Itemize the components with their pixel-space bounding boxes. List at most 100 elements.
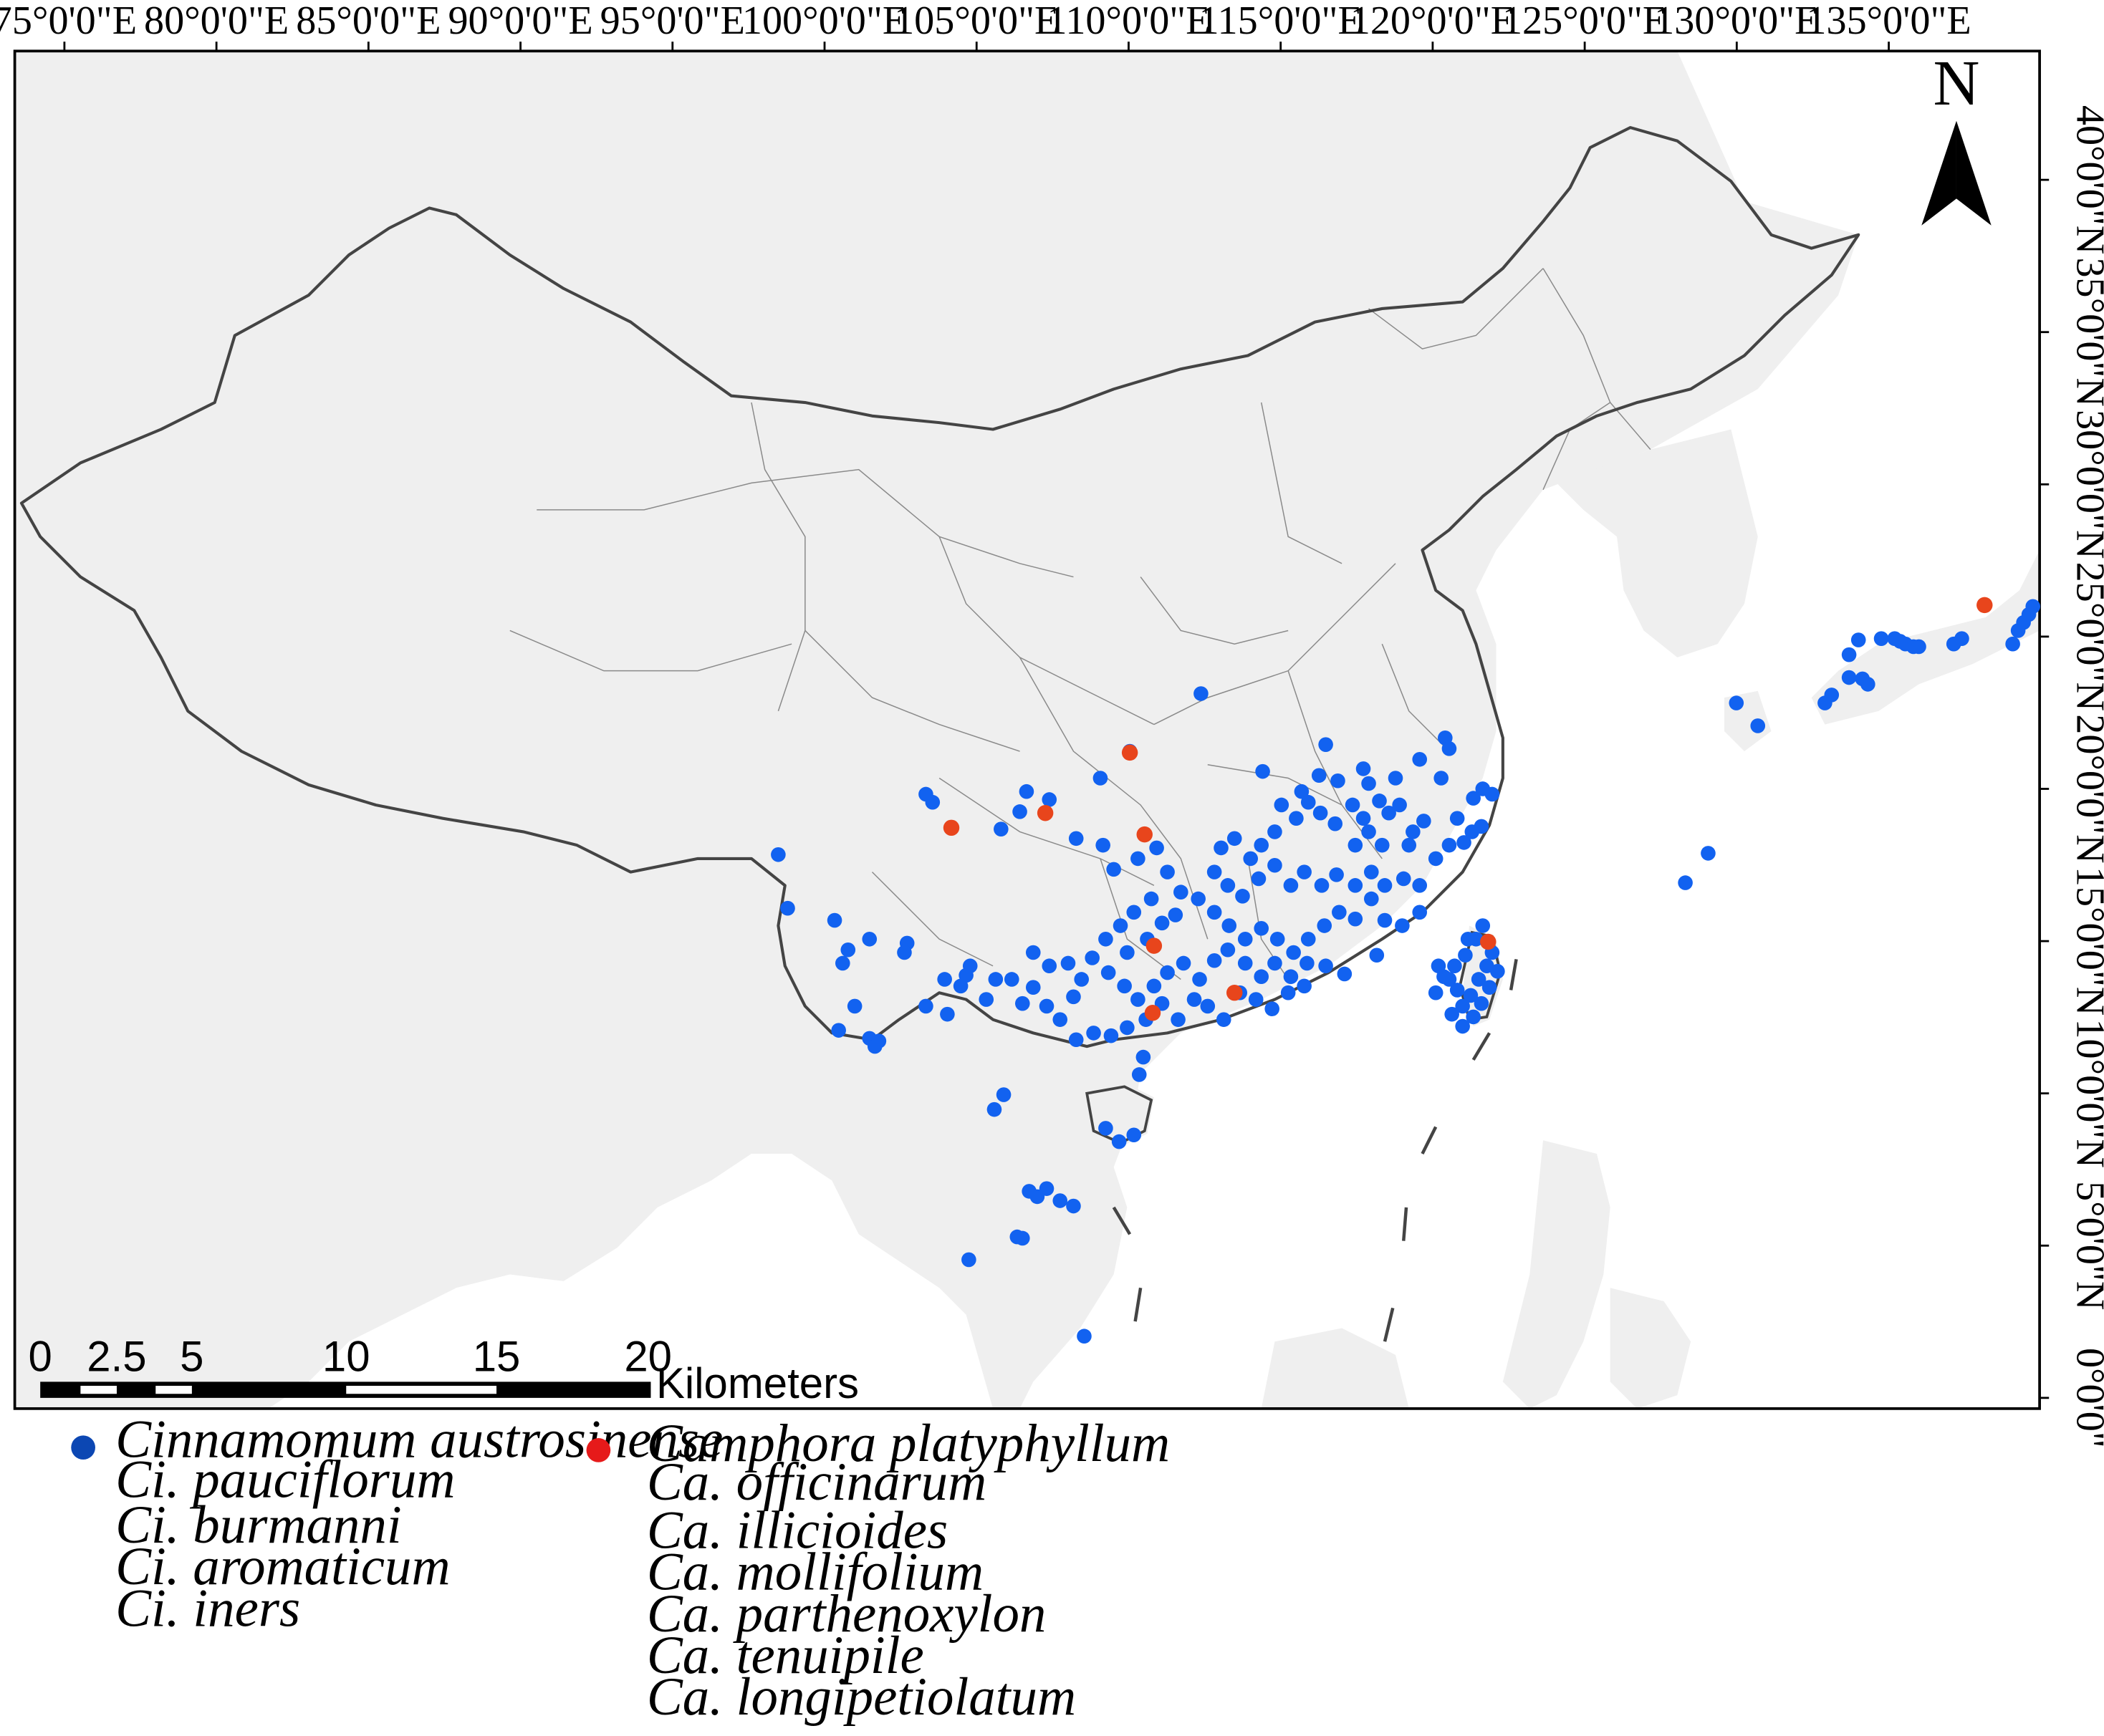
cinnamomum-occurrence-point: [1267, 955, 1282, 971]
asia-mainland: [14, 51, 1859, 1409]
cinnamomum-occurrence-point: [1254, 837, 1269, 853]
cinnamomum-occurrence-point: [1363, 891, 1379, 907]
cinnamomum-occurrence-point: [1750, 718, 1766, 733]
cinnamomum-occurrence-point: [1206, 864, 1222, 879]
cinnamomum-occurrence-point: [1406, 824, 1421, 839]
legend-camphora-3: Ca. mollifolium: [647, 1543, 984, 1602]
cinnamomum-occurrence-point: [1318, 737, 1333, 752]
cinnamomum-occurrence-point: [1235, 889, 1250, 904]
cinnamomum-occurrence-point: [1412, 751, 1428, 767]
cinnamomum-occurrence-point: [1374, 837, 1390, 853]
cinnamomum-occurrence-point: [1283, 878, 1299, 893]
longitude-label: 105°0'0"E: [894, 0, 1059, 43]
cinnamomum-occurrence-point: [1126, 1127, 1142, 1143]
cinnamomum-occurrence-point: [986, 1101, 1002, 1117]
cinnamomum-occurrence-point: [1068, 831, 1084, 847]
cinnamomum-occurrence-point: [835, 955, 850, 971]
cinnamomum-occurrence-point: [2025, 599, 2041, 614]
cinnamomum-occurrence-point: [1294, 783, 1310, 799]
cinnamomum-occurrence-point: [1216, 1012, 1231, 1027]
cinnamomum-occurrence-point: [1092, 771, 1108, 786]
cinnamomum-occurrence-point: [1401, 837, 1417, 853]
longitude-label: 95°0'0"E: [600, 0, 745, 43]
latitude-labels: 0°0'0" 5°0'0"N 10°0'0"N15°0'0"N 20°0'0"N25°…: [2068, 105, 2104, 1448]
camphora-occurrence-point: [1037, 804, 1054, 821]
cinnamomum-occurrence-point: [1455, 998, 1470, 1014]
cinnamomum-occurrence-point: [1014, 1230, 1030, 1246]
cinnamomum-occurrence-point: [1377, 912, 1393, 928]
cinnamomum-occurrence-point: [1388, 771, 1403, 786]
cinnamomum-occurrence-point: [1297, 978, 1312, 994]
cinnamomum-occurrence-point: [1490, 963, 1505, 979]
cinnamomum-occurrence-point: [1206, 905, 1222, 920]
longitude-ticks: [63, 42, 1890, 52]
legend-cinnamomum-0: Cinnamomum austrosinense: [115, 1409, 723, 1469]
cinnamomum-occurrence-point: [847, 998, 863, 1014]
cinnamomum-occurrence-point: [1372, 794, 1387, 809]
cinnamomum-occurrence-point: [1237, 931, 1253, 947]
cinnamomum-occurrence-point: [1120, 1020, 1135, 1036]
cinnamomum-occurrence-point: [1911, 639, 1926, 655]
cinnamomum-occurrence-point: [1193, 686, 1209, 701]
cinnamomum-occurrence-point: [1318, 958, 1333, 974]
cinnamomum-occurrence-point: [1428, 985, 1444, 1000]
cinnamomum-occurrence-point: [940, 1006, 955, 1022]
cinnamomum-occurrence-point: [1143, 891, 1159, 907]
borneo-tip: [1261, 1328, 1409, 1409]
cinnamomum-occurrence-point: [862, 931, 878, 947]
cinnamomum-occurrence-point: [1395, 918, 1410, 933]
cinnamomum-occurrence-point: [925, 794, 941, 810]
cinnamomum-occurrence-point: [1824, 688, 1840, 703]
cinnamomum-occurrence-point: [1412, 878, 1428, 893]
latitude-label: 20°0'0"N: [2068, 714, 2104, 863]
legend-cinnamomum-1: Ci. pauciflorum: [115, 1450, 455, 1509]
longitude-label: 100°0'0"E: [742, 0, 907, 43]
cinnamomum-occurrence-point: [1264, 1001, 1279, 1016]
legend: Cinnamomum austrosinense Ci. pauciflorum…: [71, 1409, 1170, 1727]
cinnamomum-occurrence-point: [1348, 911, 1363, 927]
longitude-label: 75°0'0"E: [0, 0, 137, 43]
cinnamomum-occurrence-point: [1361, 824, 1376, 839]
cinnamomum-occurrence-point: [1474, 995, 1489, 1011]
cinnamomum-occurrence-point: [1441, 837, 1457, 853]
cinnamomum-occurrence-point: [1456, 835, 1471, 850]
cinnamomum-occurrence-point: [1396, 871, 1411, 887]
south-china-sea-dashes: [1112, 958, 1518, 1342]
longitude-label: 120°0'0"E: [1350, 0, 1515, 43]
cinnamomum-occurrence-point: [1460, 931, 1476, 947]
longitude-label: 135°0'0"E: [1806, 0, 1971, 43]
cinnamomum-occurrence-point: [1441, 741, 1457, 756]
korea-peninsula: [1556, 429, 1758, 657]
cinnamomum-occurrence-point: [1449, 983, 1465, 998]
cinnamomum-occurrence-point: [1025, 980, 1041, 995]
latitude-label: 40°0'0"N: [2068, 105, 2104, 254]
scale-label-20: 20: [624, 1332, 672, 1380]
cinnamomum-occurrence-point: [1173, 884, 1188, 900]
cinnamomum-occurrence-point: [1120, 945, 1135, 960]
cinnamomum-occurrence-point: [1466, 791, 1481, 806]
cinnamomum-occurrence-point: [1255, 763, 1270, 779]
cinnamomum-occurrence-point: [1130, 992, 1145, 1007]
cinnamomum-occurrence-point: [1160, 965, 1175, 980]
cinnamomum-occurrence-point: [1220, 878, 1236, 893]
longitude-label: 85°0'0"E: [296, 0, 441, 43]
cinnamomum-occurrence-point: [1176, 955, 1191, 971]
cinnamomum-occurrence-point: [1191, 891, 1206, 907]
cinnamomum-occurrence-point: [1237, 955, 1253, 971]
cinnamomum-occurrence-point: [1463, 988, 1479, 1003]
cinnamomum-occurrence-point: [1220, 942, 1236, 958]
cinnamomum-occurrence-point: [1254, 969, 1269, 985]
legend-cinnamomum-3: Ci. aromaticum: [115, 1537, 450, 1596]
cinnamomum-occurrence-point: [1251, 871, 1267, 887]
cinnamomum-occurrence-point: [2005, 636, 2020, 652]
north-arrow-icon: N: [1921, 48, 1992, 226]
cinnamomum-occurrence-point: [1066, 989, 1081, 1005]
cinnamomum-occurrence-point: [1455, 1018, 1470, 1034]
cinnamomum-occurrence-point: [1117, 978, 1132, 994]
longitude-label: 80°0'0"E: [144, 0, 289, 43]
cinnamomum-occurrence-point: [1206, 953, 1222, 968]
cinnamomum-occurrence-point: [831, 1023, 846, 1038]
cinnamomum-occurrence-point: [1052, 1193, 1068, 1208]
cinnamomum-occurrence-point: [1113, 918, 1128, 933]
cinnamomum-occurrence-point: [897, 945, 912, 960]
